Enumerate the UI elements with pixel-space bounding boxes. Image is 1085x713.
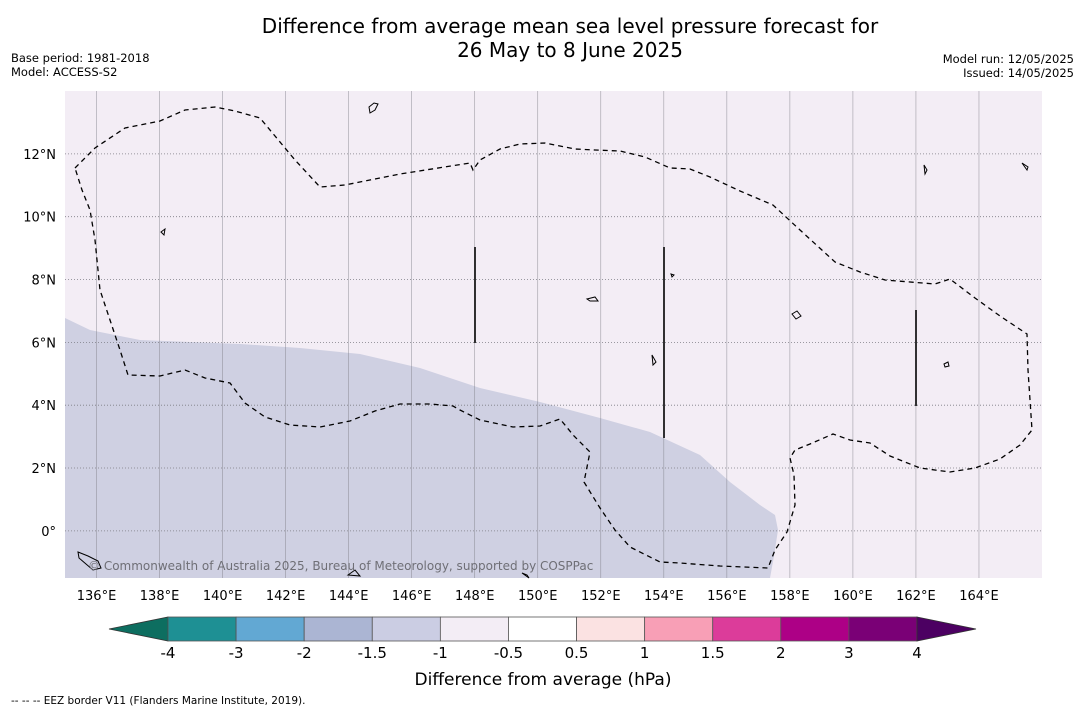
colorbar-over-arrow xyxy=(916,616,977,642)
colorbar-boxes xyxy=(167,616,918,642)
lon-tick-label: 158°E xyxy=(770,589,810,604)
lon-tick-label: 152°E xyxy=(581,589,621,604)
lon-tick-label: 160°E xyxy=(833,589,873,604)
longitude-labels: 136°E 138°E 140°E 142°E 144°E 146°E 148°E 150°E… xyxy=(77,589,999,604)
colorbar-box xyxy=(439,616,509,642)
lat-tick-label: 10°N xyxy=(23,211,56,226)
lon-tick-label: 150°E xyxy=(518,589,558,604)
colorbar-tick-label: 4 xyxy=(912,644,922,662)
meta-right: Model run: 12/05/2025 Issued: 14/05/2025 xyxy=(943,52,1074,80)
title-line-2: 26 May to 8 June 2025 xyxy=(457,38,683,62)
colorbar-box xyxy=(712,616,782,642)
chart-title: Difference from average mean sea level p… xyxy=(0,14,1085,62)
island-outline xyxy=(670,273,675,278)
colorbar-tick-label: -1.5 xyxy=(358,644,387,662)
island-outline xyxy=(651,354,657,367)
colorbar-tick-label: -4 xyxy=(161,644,176,662)
lon-tick-label: 144°E xyxy=(329,589,369,604)
eez-border xyxy=(74,106,1033,569)
colorbar-tick-label: -3 xyxy=(229,644,244,662)
colorbar-tick-label: 0.5 xyxy=(565,644,589,662)
lon-tick-label: 138°E xyxy=(140,589,180,604)
colorbar-tick-label: -1 xyxy=(433,644,448,662)
island-outline xyxy=(791,310,802,320)
base-period: Base period: 1981-2018 xyxy=(11,51,150,65)
colorbar: -4 -3 -2 -1.5 -1 -0.5 0.5 1 1.5 2 3 4 Difference fr… xyxy=(108,616,977,690)
latitude-labels: 0° 2°N 4°N 6°N 8°N 10°N 12°N xyxy=(23,148,56,540)
colorbar-under-arrow xyxy=(108,616,169,642)
lat-tick-label: 4°N xyxy=(32,399,57,414)
lon-tick-label: 142°E xyxy=(266,589,306,604)
island-outline xyxy=(1021,162,1029,172)
issued-date: Issued: 14/05/2025 xyxy=(963,66,1074,80)
title-line-1: Difference from average mean sea level p… xyxy=(261,14,879,38)
lat-tick-label: 6°N xyxy=(32,336,57,351)
eez-border-west xyxy=(74,106,1033,569)
island-outline xyxy=(368,102,379,114)
lat-tick-label: 12°N xyxy=(23,148,56,163)
colorbar-box xyxy=(576,616,646,642)
colorbar-labels: -4 -3 -2 -1.5 -1 -0.5 0.5 1 1.5 2 3 4 xyxy=(161,644,922,662)
island-outline xyxy=(160,227,166,237)
model-name: Model: ACCESS-S2 xyxy=(11,65,118,79)
lon-tick-label: 146°E xyxy=(392,589,432,604)
colorbar-tick-label: 1 xyxy=(640,644,650,662)
island-outline xyxy=(521,572,530,579)
colorbar-box xyxy=(780,616,850,642)
lon-tick-label: 156°E xyxy=(707,589,747,604)
lon-tick-label: 140°E xyxy=(203,589,243,604)
island-outline xyxy=(77,551,102,571)
colorbar-box xyxy=(167,616,237,642)
dateline-segments xyxy=(474,247,917,438)
colorbar-box xyxy=(848,616,918,642)
map-panel: © Commonwealth of Australia 2025, Bureau… xyxy=(65,91,1042,579)
lat-tick-label: 0° xyxy=(41,525,56,540)
colorbar-box xyxy=(644,616,714,642)
lat-tick-label: 2°N xyxy=(32,462,57,477)
colorbar-tick-label: -0.5 xyxy=(494,644,523,662)
colorbar-title: Difference from average (hPa) xyxy=(415,670,672,690)
island-outline xyxy=(346,569,362,577)
island-outline xyxy=(923,164,928,176)
colorbar-box xyxy=(235,616,305,642)
lon-tick-label: 164°E xyxy=(959,589,999,604)
lon-tick-label: 154°E xyxy=(644,589,684,604)
colorbar-tick-label: -2 xyxy=(297,644,312,662)
colorbar-tick-label: 3 xyxy=(844,644,854,662)
lon-tick-label: 162°E xyxy=(896,589,936,604)
model-run: Model run: 12/05/2025 xyxy=(942,52,1074,66)
colorbar-box xyxy=(303,616,373,642)
colorbar-box xyxy=(508,616,577,642)
colorbar-tick-label: 1.5 xyxy=(701,644,725,662)
negative-anomaly-region xyxy=(65,318,778,578)
colorbar-box xyxy=(371,616,441,642)
island-outline xyxy=(943,361,950,368)
lon-tick-label: 148°E xyxy=(455,589,495,604)
footnote: -- -- -- EEZ border V11 (Flanders Marine… xyxy=(11,695,306,707)
copyright-text: © Commonwealth of Australia 2025, Bureau… xyxy=(88,559,593,573)
meta-left: Base period: 1981-2018 Model: ACCESS-S2 xyxy=(11,51,150,79)
island-outline xyxy=(585,296,599,302)
coastlines xyxy=(77,102,1029,579)
lat-tick-label: 8°N xyxy=(32,274,57,289)
lon-tick-label: 136°E xyxy=(77,589,117,604)
colorbar-tick-label: 2 xyxy=(776,644,786,662)
